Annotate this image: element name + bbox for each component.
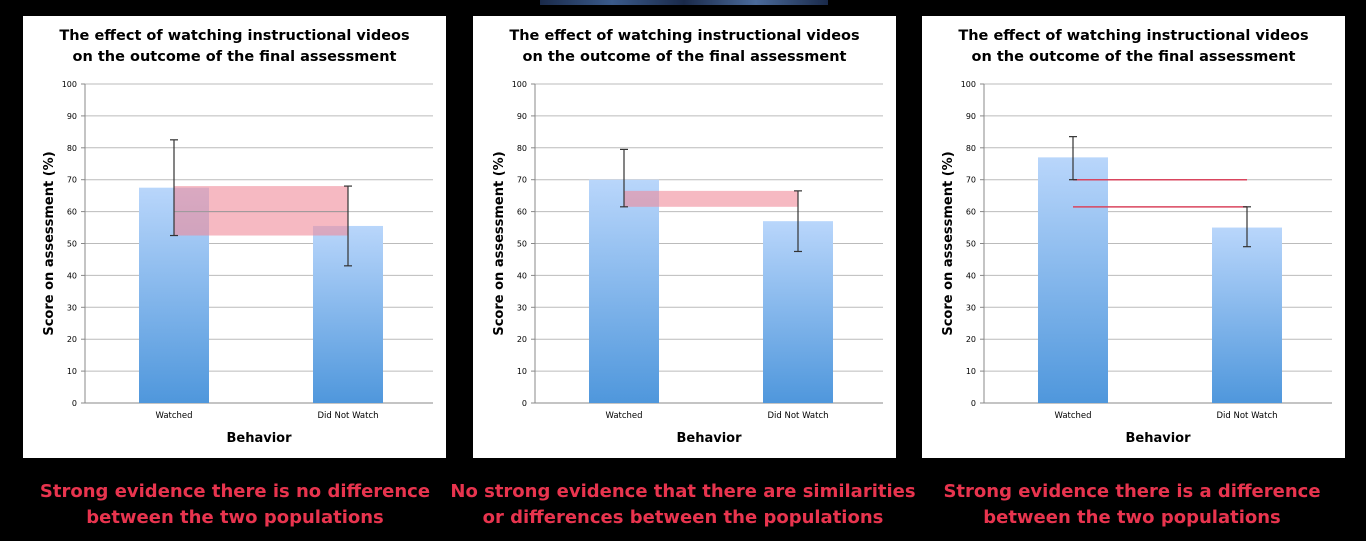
y-tick-label: 0	[72, 399, 77, 408]
x-axis-title: Behavior	[226, 431, 292, 446]
chart-title-line-1: The effect of watching instructional vid…	[509, 28, 860, 44]
y-tick-label: 40	[67, 271, 77, 280]
x-tick-label: Watched	[155, 411, 192, 421]
bar-chart-svg: 0 10 20 30 40 50 60 70 80 90 100 Watched Did Not Wat…	[42, 80, 433, 446]
caption-no-difference: Strong evidence there is no difference b…	[0, 479, 470, 531]
y-tick-label: 10	[67, 367, 77, 376]
x-tick-label: Did Not Watch	[317, 411, 378, 421]
y-tick-label: 60	[517, 208, 527, 217]
y-tick-label: 10	[517, 367, 527, 376]
chart-title: The effect of watching instructional vid…	[23, 26, 446, 68]
y-tick-label: 90	[517, 112, 527, 121]
y-tick-label: 80	[67, 144, 77, 153]
x-tick-label: Did Not Watch	[1216, 411, 1277, 421]
y-tick-label: 90	[966, 112, 976, 121]
chart-title-line-2: on the outcome of the final assessment	[72, 49, 397, 65]
y-tick-label: 30	[966, 303, 976, 312]
x-tick-label: Watched	[605, 411, 642, 421]
y-tick-label: 70	[517, 176, 527, 185]
caption-line-1: Strong evidence there is no difference	[39, 481, 431, 502]
bar-chart-svg: 0 10 20 30 40 50 60 70 80 90 100 Watched Did Not Wat…	[492, 80, 883, 446]
y-tick-label: 0	[971, 399, 976, 408]
bar-watched	[589, 179, 659, 403]
y-tick-label: 0	[522, 399, 527, 408]
y-axis-title: Score on assessment (%)	[941, 151, 956, 335]
bar-did-not-watch	[1212, 227, 1282, 403]
chart-title-line-1: The effect of watching instructional vid…	[958, 28, 1309, 44]
bar-chart-svg: 0 10 20 30 40 50 60 70 80 90 100 Watched Did Not Wat…	[941, 80, 1332, 446]
y-tick-label: 100	[512, 80, 527, 89]
caption-line-1: Strong evidence there is a difference	[943, 481, 1321, 502]
chart-title-line-2: on the outcome of the final assessment	[522, 49, 847, 65]
caption-no-strong-evidence: No strong evidence that there are simila…	[448, 479, 918, 531]
caption-line-1: No strong evidence that there are simila…	[450, 481, 916, 502]
caption-line-2: between the two populations	[983, 507, 1281, 528]
y-tick-label: 10	[966, 367, 976, 376]
y-tick-label: 60	[67, 208, 77, 217]
y-tick-label: 60	[966, 208, 976, 217]
chart-title-line-2: on the outcome of the final assessment	[971, 49, 1296, 65]
x-axis-title: Behavior	[676, 431, 742, 446]
y-tick-label: 90	[67, 112, 77, 121]
chart-title-line-1: The effect of watching instructional vid…	[59, 28, 410, 44]
y-tick-label: 50	[517, 240, 527, 249]
overlap-band	[624, 190, 798, 207]
y-tick-label: 80	[517, 144, 527, 153]
y-tick-label: 100	[62, 80, 77, 89]
y-axis-title: Score on assessment (%)	[42, 151, 57, 335]
x-axis-title: Behavior	[1125, 431, 1191, 446]
bar-watched	[1038, 157, 1108, 403]
y-tick-label: 20	[67, 335, 77, 344]
y-tick-label: 70	[966, 176, 976, 185]
y-tick-label: 50	[67, 240, 77, 249]
y-tick-label: 100	[961, 80, 976, 89]
chart-panel-no-strong-evidence: The effect of watching instructional vid…	[473, 16, 896, 458]
caption-line-2: between the two populations	[86, 507, 384, 528]
x-tick-label: Did Not Watch	[767, 411, 828, 421]
y-tick-label: 70	[67, 176, 77, 185]
chart-panel-difference: The effect of watching instructional vid…	[922, 16, 1345, 458]
caption-line-2: or differences between the populations	[482, 507, 884, 528]
y-tick-label: 20	[517, 335, 527, 344]
y-tick-label: 30	[67, 303, 77, 312]
chart-panel-no-difference: The effect of watching instructional vid…	[23, 16, 446, 458]
y-tick-label: 50	[966, 240, 976, 249]
y-tick-label: 20	[966, 335, 976, 344]
y-tick-label: 30	[517, 303, 527, 312]
y-tick-label: 40	[517, 271, 527, 280]
overlap-band	[174, 186, 348, 236]
chart-title: The effect of watching instructional vid…	[473, 26, 896, 68]
x-tick-label: Watched	[1054, 411, 1091, 421]
video-thumbnail-strip	[540, 0, 828, 5]
y-tick-label: 40	[966, 271, 976, 280]
y-axis-title: Score on assessment (%)	[492, 151, 507, 335]
caption-difference: Strong evidence there is a difference be…	[897, 479, 1366, 531]
y-tick-label: 80	[966, 144, 976, 153]
chart-title: The effect of watching instructional vid…	[922, 26, 1345, 68]
